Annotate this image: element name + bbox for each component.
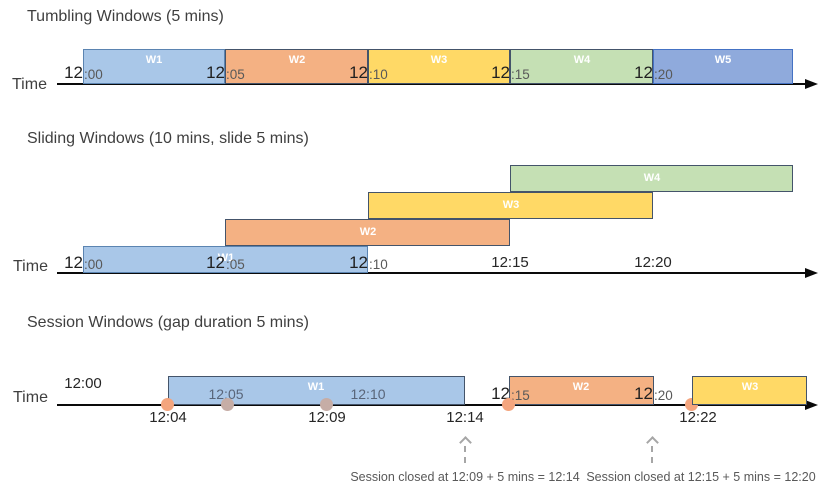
sliding-window-w1 xyxy=(83,246,368,273)
tumbling-window-w2 xyxy=(225,49,368,84)
session-tick-1220-minute: :20 xyxy=(654,388,673,403)
session-window-w1 xyxy=(168,376,465,405)
tumbling-tick-1205-minute: :05 xyxy=(226,67,245,82)
session-sublabel-1222: 12:22 xyxy=(679,409,717,426)
tumbling-window-w4-label: W4 xyxy=(573,54,591,66)
session-window-w2 xyxy=(509,376,654,405)
tumbling-window-w2-label: W2 xyxy=(288,54,306,66)
tumbling-tick-1210-hour: 12 xyxy=(349,63,368,82)
session-sublabel-1204: 12:04 xyxy=(149,409,187,426)
session-tick-1215-hour: 12 xyxy=(491,384,510,403)
session-sublabel-1214: 12:14 xyxy=(446,409,484,426)
tumbling-tick-1220-hour: 12 xyxy=(634,63,653,82)
sliding-tick-1205-minute: :05 xyxy=(226,257,245,272)
tumbling-window-w3-label: W3 xyxy=(430,54,448,66)
session-axis-arrowhead-icon xyxy=(805,400,818,410)
sliding-axis-arrowhead-icon xyxy=(805,268,818,278)
sliding-tick-1220: 12:20 xyxy=(634,254,672,271)
tumbling-window-w3 xyxy=(368,49,510,84)
session-close-annotation-1: Session closed at 12:09 + 5 mins = 12:14 xyxy=(350,470,580,484)
session-close-arrow-1-line xyxy=(464,446,466,463)
session-time-axis-label: Time xyxy=(13,389,48,406)
tumbling-window-w4 xyxy=(510,49,653,84)
session-time-axis xyxy=(57,404,806,406)
session-tick-1200: 12:00 xyxy=(64,375,102,392)
session-window-w3-label: W3 xyxy=(741,381,759,393)
sliding-tick-1210-hour: 12 xyxy=(349,253,368,272)
session-event-dot-1209 xyxy=(320,398,333,411)
session-window-w2-label: W2 xyxy=(572,381,590,393)
tumbling-tick-1220-minute: :20 xyxy=(654,67,673,82)
tumbling-tick-1200-minute: :00 xyxy=(84,67,103,82)
sliding-time-axis-label: Time xyxy=(13,258,48,275)
sliding-window-w4-label: W4 xyxy=(643,172,661,184)
tumbling-tick-1215-minute: :15 xyxy=(511,67,530,82)
sliding-window-w3 xyxy=(368,192,653,219)
tumbling-tick-1215-hour: 12 xyxy=(491,63,510,82)
tumbling-tick-1200-hour: 12 xyxy=(64,63,83,82)
session-tick-1210: 12:10 xyxy=(350,386,386,402)
tumbling-window-w5 xyxy=(653,49,793,84)
session-window-w1-label: W1 xyxy=(307,381,325,393)
session-close-annotation-2: Session closed at 12:15 + 5 mins = 12:20 xyxy=(586,470,816,484)
session-tick-1220-hour: 12 xyxy=(634,384,653,403)
sliding-window-w3-label: W3 xyxy=(502,199,520,211)
sliding-tick-1215: 12:15 xyxy=(491,254,529,271)
sliding-section-title: Sliding Windows (10 mins, slide 5 mins) xyxy=(27,130,309,147)
session-event-dot-1204 xyxy=(161,398,174,411)
tumbling-tick-1210-minute: :10 xyxy=(369,67,388,82)
sliding-window-w2 xyxy=(225,219,510,246)
tumbling-time-axis-label: Time xyxy=(12,76,47,93)
sliding-tick-1200-hour: 12 xyxy=(64,253,83,272)
session-window-w3 xyxy=(692,376,807,405)
sliding-window-w1-label: W1 xyxy=(217,252,235,264)
session-section-title: Session Windows (gap duration 5 mins) xyxy=(27,314,309,331)
tumbling-window-w1-label: W1 xyxy=(145,54,163,66)
sliding-tick-1205-hour: 12 xyxy=(206,253,225,272)
session-tick-1215-minute: :15 xyxy=(511,388,530,403)
tumbling-time-axis xyxy=(57,83,806,85)
tumbling-axis-arrowhead-icon xyxy=(805,79,818,89)
session-close-arrow-2-line xyxy=(651,446,653,463)
sliding-window-w4 xyxy=(510,165,793,192)
tumbling-window-w5-label: W5 xyxy=(714,54,732,66)
sliding-time-axis xyxy=(57,272,806,274)
session-sublabel-1209: 12:09 xyxy=(308,409,346,426)
session-tick-1205: 12:05 xyxy=(208,386,244,402)
session-event-dot-1206 xyxy=(221,398,234,411)
sliding-tick-1200-minute: :00 xyxy=(84,257,103,272)
sliding-window-w2-label: W2 xyxy=(359,226,377,238)
tumbling-section-title: Tumbling Windows (5 mins) xyxy=(27,8,224,25)
tumbling-tick-1205-hour: 12 xyxy=(206,63,225,82)
sliding-tick-1210-minute: :10 xyxy=(369,257,388,272)
tumbling-window-w1 xyxy=(83,49,225,84)
session-event-dot-1215 xyxy=(502,398,515,411)
